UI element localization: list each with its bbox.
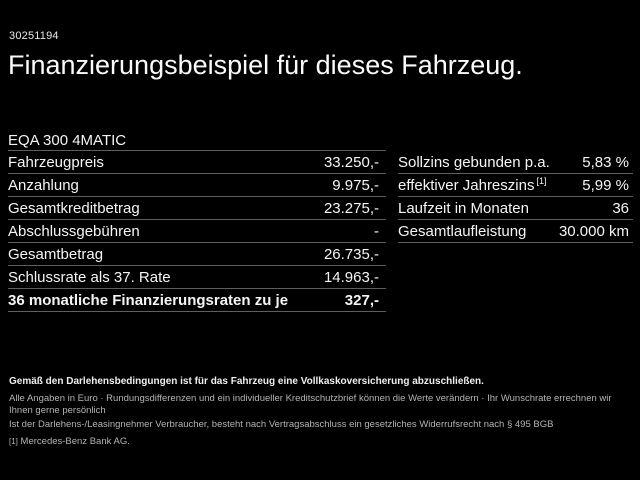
row-label: Schlussrate als 37. Rate [8, 268, 171, 286]
row-value: 9.975,- [332, 176, 379, 194]
row-value: 23.275,- [323, 199, 379, 217]
table-row: Sollzins gebunden p.a. 5,83 % [398, 151, 633, 174]
table-row: Gesamtlaufleistung 30.000 km [398, 220, 633, 243]
table-row: Gesamtbetrag 26.735,- [8, 243, 386, 266]
row-value: 30.000 km [558, 222, 629, 240]
insurance-note: Gemäß den Darlehensbedingungen ist für d… [9, 376, 484, 387]
page-title: Finanzierungsbeispiel für dieses Fahrzeu… [8, 50, 523, 80]
table-row: Abschlussgebühren - [8, 220, 386, 243]
footnote: [1] Mercedes-Benz Bank AG. [9, 436, 633, 448]
row-value: 36 [612, 199, 629, 217]
footnote-text: Mercedes-Benz Bank AG. [20, 435, 130, 447]
finance-table: EQA 300 4MATIC Fahrzeugpreis 33.250,- An… [8, 130, 386, 312]
disclaimer-line: Ist der Darlehens-/Leasingnehmer Verbrau… [9, 419, 554, 430]
row-value: 5,83 % [582, 153, 629, 171]
table-row: Gesamtkreditbetrag 23.275,- [8, 197, 386, 220]
row-value: - [374, 222, 379, 240]
row-value: 327,- [344, 291, 379, 309]
row-label: Gesamtbetrag [8, 245, 104, 263]
footnote-marker: [1] [536, 175, 547, 186]
row-value: 26.735,- [323, 245, 379, 263]
disclaimer-line: Alle Angaben in Euro · Rundungsdifferenz… [9, 393, 612, 416]
table-row: effektiver Jahreszins [1] 5,99 % [398, 174, 633, 197]
model-name: EQA 300 4MATIC [8, 131, 127, 149]
row-label: Anzahlung [8, 176, 79, 194]
footer: Gemäß den Darlehensbedingungen ist für d… [9, 376, 633, 447]
row-label: Gesamtkreditbetrag [8, 199, 140, 217]
conditions-table: Sollzins gebunden p.a. 5,83 % effektiver… [398, 151, 633, 243]
table-row-monthly-rate: 36 monatliche Finanzierungsraten zu je 3… [8, 289, 386, 312]
row-value: 14.963,- [323, 268, 379, 286]
table-row: Anzahlung 9.975,- [8, 174, 386, 197]
table-row: Schlussrate als 37. Rate 14.963,- [8, 266, 386, 289]
row-label: 36 monatliche Finanzierungsraten zu je [8, 291, 289, 309]
row-label: Fahrzeugpreis [8, 153, 104, 171]
row-label: effektiver Jahreszins [1] [398, 175, 547, 194]
row-label-text: effektiver Jahreszins [398, 176, 535, 194]
row-label: Gesamtlaufleistung [398, 222, 527, 240]
row-label: Abschlussgebühren [8, 222, 140, 240]
table-row: Fahrzeugpreis 33.250,- [8, 151, 386, 174]
footnote-marker: [1] [9, 436, 18, 446]
row-label: Sollzins gebunden p.a. [398, 153, 550, 171]
row-value: 33.250,- [323, 153, 379, 171]
row-label: Laufzeit in Monaten [398, 199, 529, 217]
row-value: 5,99 % [582, 176, 629, 194]
model-name-row: EQA 300 4MATIC [8, 130, 386, 151]
table-row: Laufzeit in Monaten 36 [398, 197, 633, 220]
reference-number: 30251194 [9, 30, 59, 42]
